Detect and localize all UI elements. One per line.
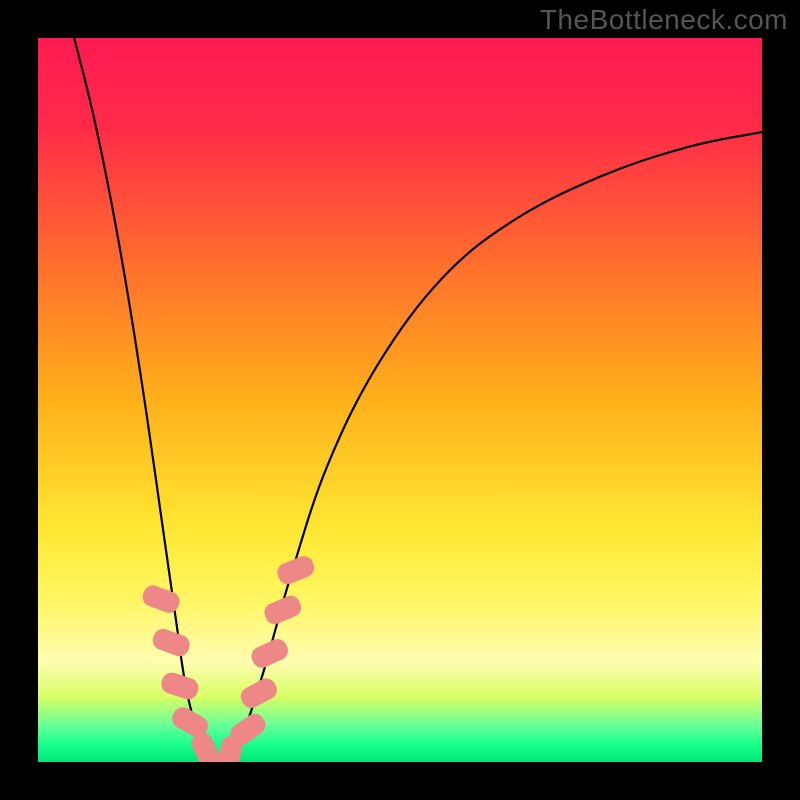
curve-marker [160,671,201,701]
frame-bottom [0,762,800,800]
chart-canvas: TheBottleneck.com [0,0,800,800]
curve-marker [141,583,182,614]
plot-area [38,38,762,762]
curve-marker [262,594,303,627]
curve-marker [275,554,316,586]
marker-group [141,554,317,762]
curve-marker [249,637,290,671]
curve-overlay [38,38,762,762]
frame-left [0,0,38,800]
curve-marker [151,627,192,658]
frame-right [762,0,800,800]
watermark-text: TheBottleneck.com [540,4,788,36]
curve-marker [238,676,279,711]
